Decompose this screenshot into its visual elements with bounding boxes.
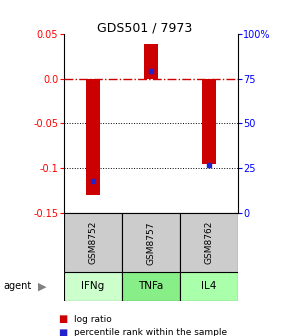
Bar — [122, 272, 180, 301]
Bar — [122, 213, 180, 272]
Text: TNFa: TNFa — [138, 282, 164, 291]
Text: GSM8762: GSM8762 — [204, 221, 213, 264]
Bar — [202, 79, 216, 164]
Text: ■: ■ — [58, 328, 67, 336]
Text: GDS501 / 7973: GDS501 / 7973 — [97, 22, 193, 35]
Bar — [180, 272, 238, 301]
Text: log ratio: log ratio — [74, 315, 112, 324]
Text: GSM8752: GSM8752 — [88, 221, 97, 264]
Bar — [180, 213, 238, 272]
Text: ▶: ▶ — [38, 282, 46, 291]
Text: percentile rank within the sample: percentile rank within the sample — [74, 328, 227, 336]
Bar — [86, 79, 100, 195]
Bar — [64, 213, 122, 272]
Text: IFNg: IFNg — [81, 282, 104, 291]
Bar — [64, 272, 122, 301]
Bar — [144, 44, 158, 79]
Text: IL4: IL4 — [201, 282, 217, 291]
Text: GSM8757: GSM8757 — [146, 221, 155, 264]
Text: agent: agent — [3, 282, 31, 291]
Text: ■: ■ — [58, 314, 67, 324]
